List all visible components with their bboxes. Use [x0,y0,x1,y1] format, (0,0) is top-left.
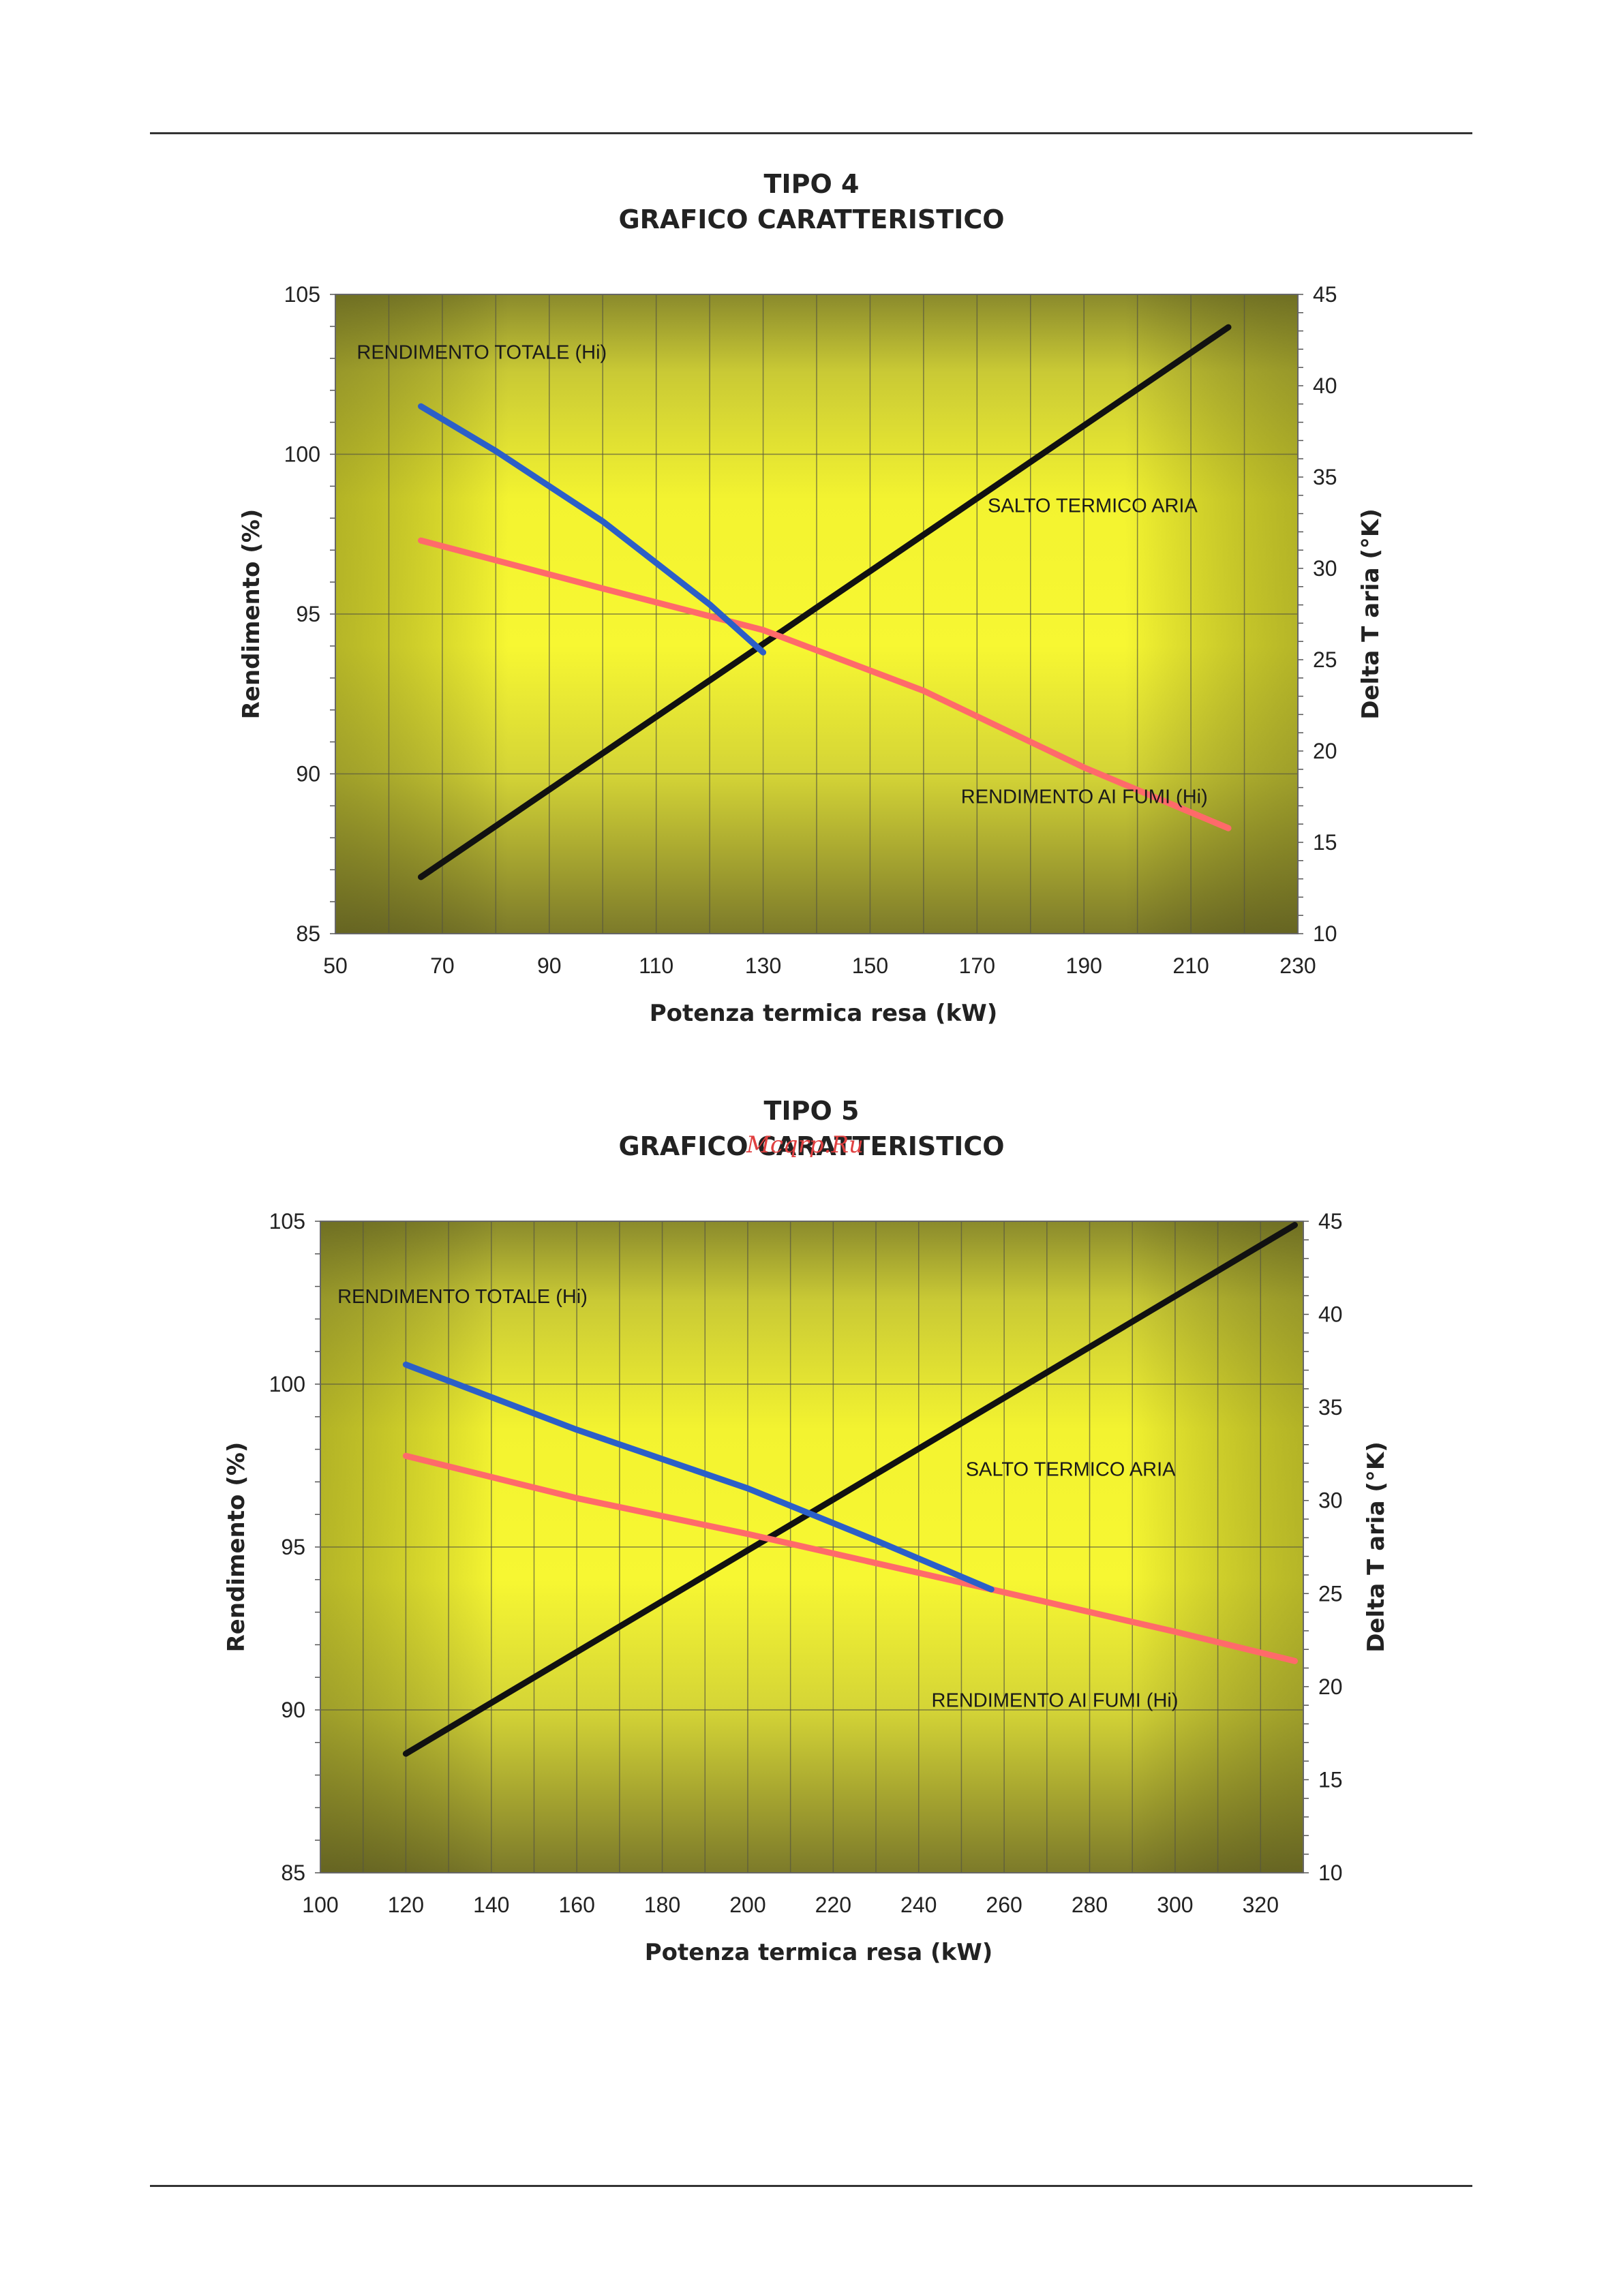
y2-tick-label: 20 [1313,739,1337,763]
annotation-label: RENDIMENTO AI FUMI (Hi) [932,1690,1179,1712]
y-axis-label: Rendimento (%) [223,1442,250,1653]
annotation-label: SALTO TERMICO ARIA [988,495,1198,517]
x-tick-label: 280 [1072,1893,1108,1917]
y-tick-label: 85 [296,921,320,946]
watermark: Mcqrp.Ru [746,1131,864,1159]
x-tick-label: 180 [644,1893,680,1917]
y2-tick-label: 25 [1313,647,1337,672]
y2-tick-label: 40 [1313,373,1337,398]
x-tick-label: 260 [986,1893,1022,1917]
x-tick-label: 140 [473,1893,509,1917]
x-tick-label: 90 [537,953,562,978]
rendimento-totale-hi-line [418,403,767,656]
y2-axis-label: Delta T aria (°K) [1357,508,1384,720]
x-tick-label: 130 [745,953,781,978]
y2-tick-label: 10 [1318,1861,1343,1885]
x-tick-label: 210 [1172,953,1209,978]
annotation-label: RENDIMENTO TOTALE (Hi) [337,1286,588,1308]
y-tick-label: 95 [296,602,320,626]
y-tick-label: 90 [296,762,320,786]
chart2-title-line2: GRAFICO CARATTERISTICO [618,1131,1005,1161]
chart2-svg: 100 120 140 160 180 200 220 240 260 280 300 320 85 90… [223,1209,1390,1966]
y-axis-label: Rendimento (%) [238,509,265,720]
y2-tick-label: 25 [1318,1581,1343,1606]
chart1-title-line2: GRAFICO CARATTERISTICO [618,204,1005,234]
y2-tick-label: 30 [1313,556,1337,581]
x-tick-label: 230 [1279,953,1316,978]
x-axis-label: Potenza termica resa (kW) [650,1000,998,1027]
annotation-label: SALTO TERMICO ARIA [966,1458,1176,1480]
top-rule [150,132,1472,134]
x-tick-label: 300 [1157,1893,1193,1917]
salto-termico-aria-line [402,1222,1298,1757]
plot-border [335,294,1299,934]
y-tick-label: 90 [281,1698,305,1722]
x-tick-label: 200 [729,1893,765,1917]
y2-tick-label: 35 [1313,465,1337,489]
y2-tick-label: 30 [1318,1488,1343,1513]
y-tick-label: 85 [281,1861,305,1885]
x-tick-label: 70 [430,953,455,978]
salto-termico-aria-line [418,324,1232,881]
x-tick-label: 170 [959,953,995,978]
x-axis-label: Potenza termica resa (kW) [645,1939,993,1966]
chart1-title-line1: TIPO 4 [763,169,860,199]
plot-border [320,1221,1304,1873]
rendimento-ai-fumi-hi-line [418,537,1232,831]
y2-tick-label: 40 [1318,1302,1343,1327]
x-tick-label: 190 [1066,953,1102,978]
y2-tick-label: 45 [1313,282,1337,307]
y2-tick-label: 15 [1313,830,1337,855]
rendimento-ai-fumi-hi-line [402,1452,1298,1664]
chart1-svg: 50 70 90 110 130 150 170 190 210 230 85 90 95 100 105 1… [238,282,1384,1027]
y2-tick-label: 45 [1318,1209,1343,1234]
x-tick-label: 100 [302,1893,338,1917]
y2-tick-label: 35 [1318,1395,1343,1420]
y-tick-label: 105 [269,1209,305,1234]
y2-axis-label: Delta T aria (°K) [1363,1441,1390,1653]
x-tick-label: 110 [639,953,673,978]
y2-tick-label: 20 [1318,1674,1343,1699]
y-tick-label: 105 [284,282,320,307]
x-tick-label: 320 [1243,1893,1279,1917]
y-tick-label: 95 [281,1535,305,1559]
y2-tick-label: 15 [1318,1767,1343,1792]
chart2-title-line1: TIPO 5 [763,1096,860,1126]
y2-tick-label: 10 [1313,921,1337,946]
bottom-rule [150,2185,1472,2187]
x-tick-label: 50 [323,953,348,978]
x-tick-label: 220 [815,1893,851,1917]
x-tick-label: 160 [558,1893,594,1917]
y-tick-label: 100 [284,442,320,467]
x-tick-label: 240 [900,1893,937,1917]
annotation-label: RENDIMENTO AI FUMI (Hi) [961,786,1208,808]
x-tick-label: 150 [852,953,888,978]
x-tick-label: 120 [388,1893,424,1917]
y-tick-label: 100 [269,1372,305,1396]
annotation-label: RENDIMENTO TOTALE (Hi) [357,341,607,363]
rendimento-totale-hi-line [402,1361,995,1593]
